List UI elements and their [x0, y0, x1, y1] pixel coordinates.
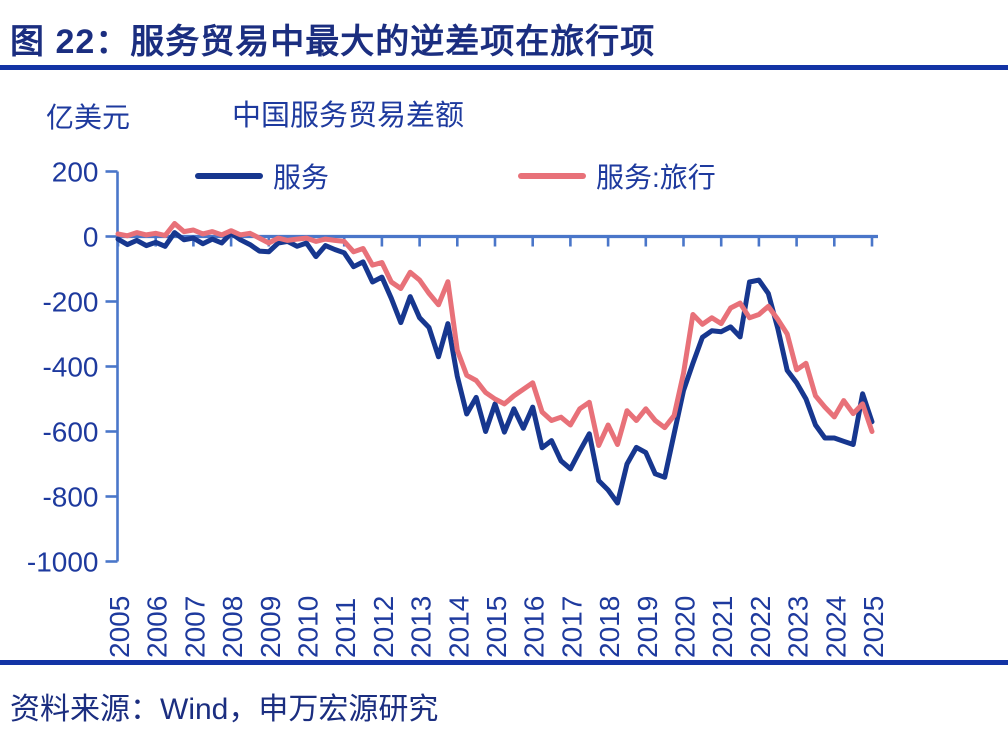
- svg-text:-800: -800: [42, 482, 98, 513]
- svg-text:2017: 2017: [556, 596, 587, 658]
- legend-label-services-travel: 服务:旅行: [596, 162, 716, 193]
- legend-swatch-services-travel: [518, 173, 586, 179]
- legend-item-services-travel: 服务:旅行: [518, 156, 716, 196]
- svg-text:2013: 2013: [406, 596, 437, 658]
- svg-text:2008: 2008: [217, 596, 248, 658]
- svg-text:2020: 2020: [670, 596, 701, 658]
- svg-text:-600: -600: [42, 417, 98, 448]
- svg-text:200: 200: [52, 157, 99, 188]
- chart-title: 中国服务贸易差额: [232, 100, 465, 132]
- top-divider: [0, 65, 1008, 70]
- svg-text:2014: 2014: [443, 596, 474, 658]
- legend-swatch-services: [195, 173, 263, 179]
- svg-text:2009: 2009: [255, 596, 286, 658]
- svg-text:-200: -200: [42, 287, 98, 318]
- svg-text:2005: 2005: [104, 596, 135, 658]
- svg-text:2019: 2019: [632, 596, 663, 658]
- svg-text:2023: 2023: [783, 596, 814, 658]
- y-axis-unit-label: 亿美元: [46, 102, 131, 133]
- legend-item-services: 服务: [195, 156, 329, 196]
- svg-text:-1000: -1000: [27, 547, 99, 578]
- svg-text:2011: 2011: [330, 598, 361, 658]
- svg-text:2007: 2007: [179, 596, 210, 658]
- figure-title: 图 22：服务贸易中最大的逆差项在旅行项: [10, 23, 656, 61]
- svg-text:2024: 2024: [820, 596, 851, 658]
- svg-text:2021: 2021: [707, 596, 738, 658]
- svg-text:2006: 2006: [142, 596, 173, 658]
- legend-label-services: 服务: [273, 162, 330, 193]
- svg-text:2012: 2012: [368, 596, 399, 658]
- svg-text:2018: 2018: [594, 596, 625, 658]
- source-note: 资料来源：Wind，申万宏源研究: [10, 693, 439, 726]
- svg-text:2022: 2022: [745, 596, 776, 658]
- bottom-divider: [0, 660, 1008, 665]
- svg-text:0: 0: [83, 222, 99, 253]
- svg-text:2010: 2010: [293, 596, 324, 658]
- svg-text:-400: -400: [42, 352, 98, 383]
- svg-text:2025: 2025: [858, 596, 889, 658]
- svg-text:2015: 2015: [481, 596, 512, 658]
- svg-text:2016: 2016: [519, 596, 550, 658]
